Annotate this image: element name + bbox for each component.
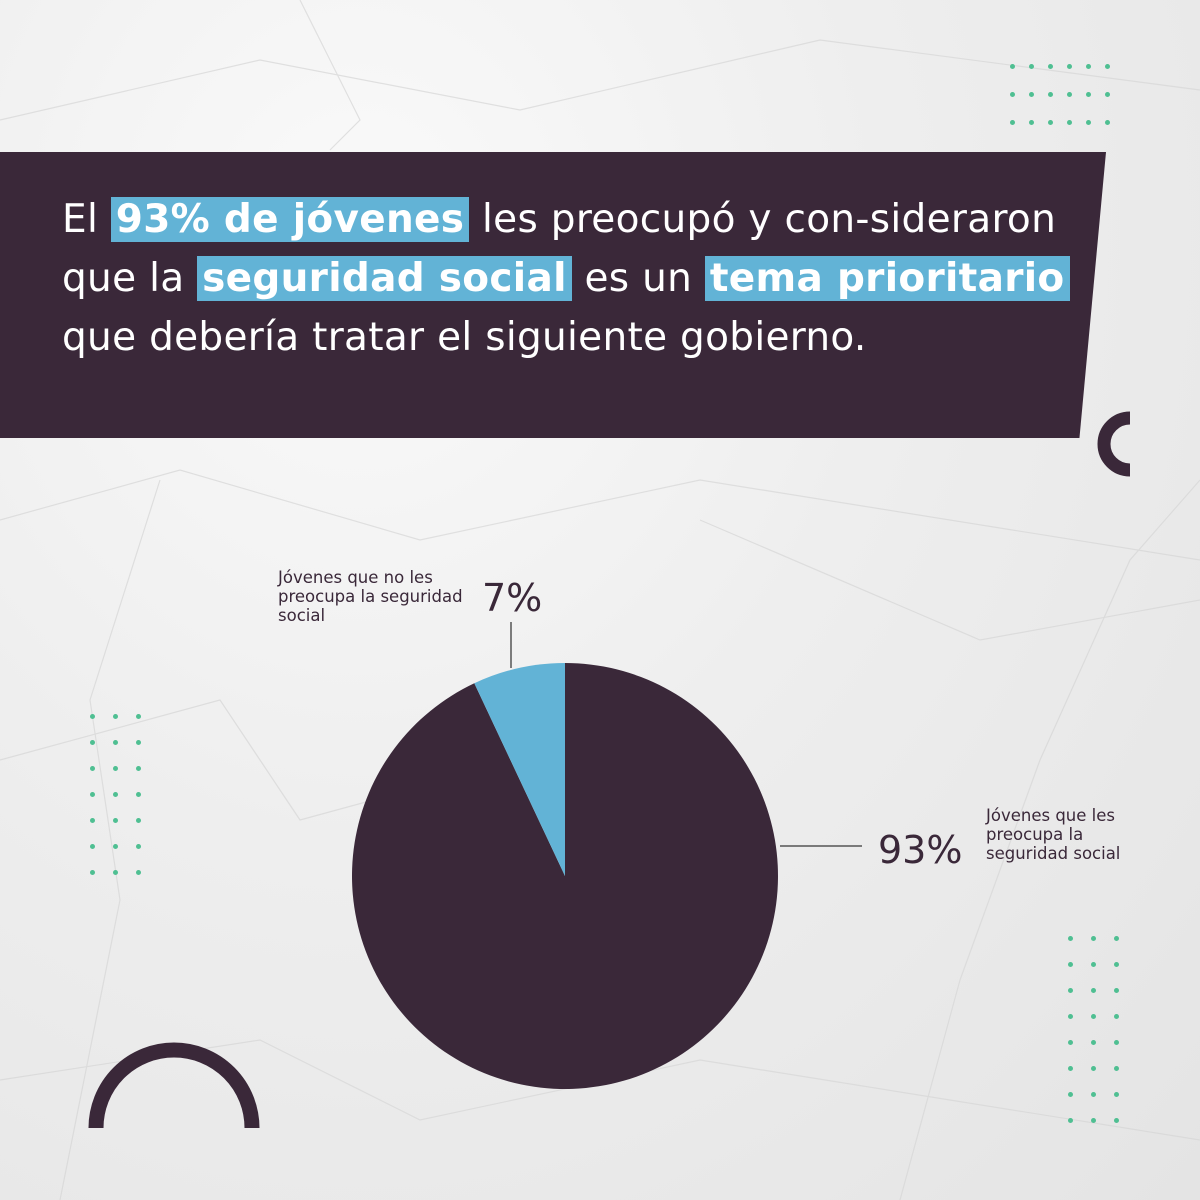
decor-dot (1091, 1014, 1096, 1019)
decor-dot (1091, 1118, 1096, 1123)
decor-dot (1029, 92, 1034, 97)
decor-dot (90, 870, 95, 875)
decor-dot (1114, 936, 1119, 941)
half-ring-right-icon (1097, 411, 1131, 477)
decor-dot (1068, 1014, 1073, 1019)
decor-dot (1068, 988, 1073, 993)
decor-dot (1091, 988, 1096, 993)
dot-grid-bottom-right (1068, 936, 1137, 1123)
decor-dot (1029, 64, 1034, 69)
headline-part-1: El (62, 197, 111, 242)
decor-dot (1091, 1092, 1096, 1097)
label-big-slice-pct: 93% (878, 828, 963, 872)
decor-dot (113, 844, 118, 849)
decor-dot (113, 818, 118, 823)
decor-dot (136, 714, 141, 719)
decor-dot (1091, 936, 1096, 941)
decor-dot (1048, 64, 1053, 69)
decor-dot (1091, 1066, 1096, 1071)
decor-dot (1114, 1066, 1119, 1071)
decor-dot (136, 818, 141, 823)
decor-dot (1010, 64, 1015, 69)
decor-dot (1048, 120, 1053, 125)
decor-dot (1114, 1040, 1119, 1045)
decor-dot (1068, 1040, 1073, 1045)
highlight-tema-prioritario: tema prioritario (704, 256, 1070, 301)
decor-dot (136, 792, 141, 797)
decor-dot (90, 792, 95, 797)
decor-dot (90, 766, 95, 771)
pie-slice-no-preocupa (474, 663, 565, 876)
decor-dot (1086, 64, 1091, 69)
decor-dot (1086, 120, 1091, 125)
decor-dot (113, 766, 118, 771)
decor-dot (1068, 1066, 1073, 1071)
decor-dot (136, 870, 141, 875)
label-small-slice-text: Jóvenes que no les preocupa la seguridad… (278, 568, 463, 625)
headline-text: El 93% de jóvenes les preocupó y con-sid… (62, 190, 1072, 367)
decor-dot (90, 714, 95, 719)
label-small-slice-pct: 7% (482, 576, 543, 620)
decor-dot (1010, 92, 1015, 97)
decor-dot (1029, 120, 1034, 125)
headline-part-3: es un (571, 256, 705, 301)
label-big-slice-text: Jóvenes que les preocupa la seguridad so… (986, 806, 1121, 863)
decor-dot (1068, 1118, 1073, 1123)
decor-dot (136, 766, 141, 771)
decor-dot (136, 740, 141, 745)
decor-dot (1068, 936, 1073, 941)
decor-dot (1067, 120, 1072, 125)
decor-dot (136, 844, 141, 849)
highlight-seguridad-social: seguridad social (197, 256, 572, 301)
decor-dot (113, 792, 118, 797)
decor-dot (1068, 1092, 1073, 1097)
decor-dot (1067, 64, 1072, 69)
highlight-93-jovenes: 93% de jóvenes (110, 197, 470, 242)
decor-dot (1114, 1118, 1119, 1123)
decor-dot (1114, 1092, 1119, 1097)
decor-dot (1067, 92, 1072, 97)
decor-dot (1091, 1040, 1096, 1045)
decor-dot (113, 714, 118, 719)
decor-dot (90, 740, 95, 745)
headline-part-2: les preocupó y con-sideraron que la (62, 197, 1057, 301)
dot-grid-left (90, 714, 159, 875)
decor-dot (1068, 962, 1073, 967)
headline-part-4: que debería tratar el siguiente gobierno… (62, 315, 867, 360)
decor-dot (90, 844, 95, 849)
decor-dot (1114, 1014, 1119, 1019)
dot-grid-top-right (1010, 64, 1124, 125)
decor-dot (1091, 962, 1096, 967)
decor-dot (1105, 64, 1110, 69)
decor-dot (1010, 120, 1015, 125)
decor-dot (1105, 92, 1110, 97)
decor-dot (1114, 962, 1119, 967)
decor-dot (90, 818, 95, 823)
decor-dot (1105, 120, 1110, 125)
decor-dot (113, 740, 118, 745)
half-ring-bottom-left-icon (88, 1042, 260, 1129)
decor-dot (1086, 92, 1091, 97)
decor-dot (1114, 988, 1119, 993)
decor-dot (113, 870, 118, 875)
decor-dot (1048, 92, 1053, 97)
